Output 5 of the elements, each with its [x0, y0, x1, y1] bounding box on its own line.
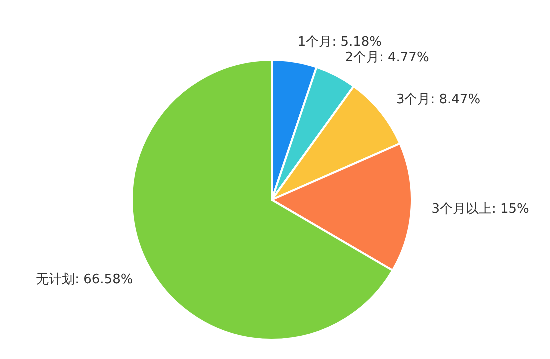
slice-label: 2个月: 4.77% [345, 50, 430, 66]
slice-label: 1个月: 5.18% [298, 35, 382, 50]
slice-label: 3个月: 8.47% [396, 92, 481, 108]
slice-label: 3个月以上: 15% [432, 202, 530, 218]
slice-label: 无计划: 66.58% [36, 272, 134, 288]
